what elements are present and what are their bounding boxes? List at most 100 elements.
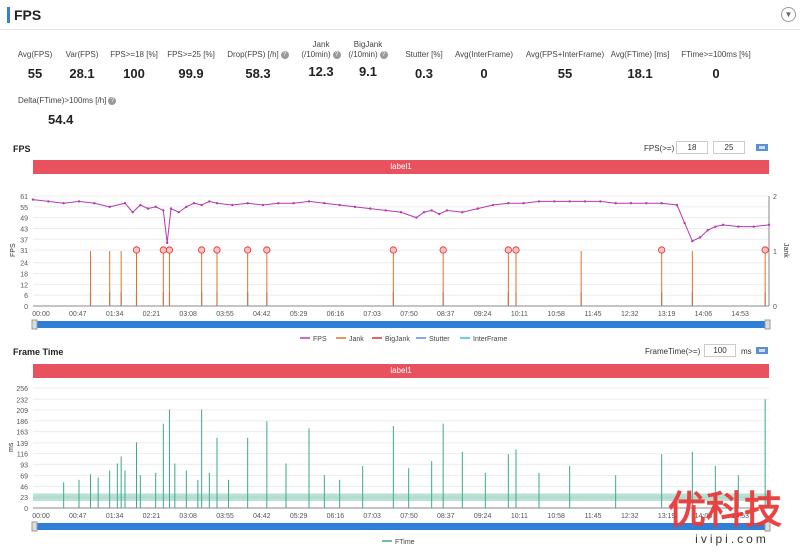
x-tick-label: 00:47: [69, 311, 87, 318]
help-icon[interactable]: ?: [108, 96, 117, 105]
metric-label: Avg(InterFrame): [454, 50, 514, 59]
fps-point: [146, 207, 150, 210]
metric-8: Avg(InterFrame) 0: [452, 50, 516, 81]
y-tick-label: 49: [20, 216, 28, 223]
fps-threshold-25-input[interactable]: 25: [713, 141, 745, 154]
fps-threshold-18-input[interactable]: 18: [676, 141, 708, 154]
frametime-zoom-handle-left: [31, 521, 38, 532]
x-tick-label: 05:29: [290, 311, 308, 318]
chevron-down-icon[interactable]: ▼: [781, 7, 796, 22]
fps-threshold-label: FPS(>=): [644, 144, 675, 153]
metric-value: 12.3: [308, 64, 334, 79]
fps-point: [177, 211, 180, 214]
x-tick-label: 08:37: [437, 311, 455, 318]
frametime-chart-options-icon[interactable]: [756, 347, 768, 354]
bigjank-point: [244, 246, 252, 254]
fps-point: [399, 211, 403, 214]
x-tick-label: 13:19: [658, 513, 676, 520]
x-tick-label: 02:21: [143, 513, 161, 520]
metric-5: Jank (/10min)? 12.3: [300, 40, 342, 79]
metric-label: FPS>=25 [%]: [167, 50, 215, 59]
x-tick-label: 00:00: [32, 311, 50, 318]
y2-tick-label: 1: [773, 249, 777, 256]
fps-point: [47, 200, 50, 203]
metric-value: 0: [712, 66, 720, 81]
fps-point: [108, 205, 111, 209]
watermark-logo: 优科技 ivipi.com: [668, 490, 796, 550]
x-tick-label: 10:11: [511, 311, 528, 318]
x-tick-label: 09:24: [474, 311, 492, 318]
y-tick-label: 256: [16, 386, 28, 393]
x-tick-label: 09:24: [474, 513, 492, 520]
fps-point: [277, 202, 280, 205]
metric-value: 0: [480, 66, 488, 81]
y-tick-label: 93: [20, 462, 28, 469]
metric-label: Avg(FPS+InterFrame): [525, 50, 605, 59]
fps-point: [323, 202, 326, 205]
fps-point: [599, 200, 602, 203]
watermark-url: ivipi.com: [695, 532, 769, 546]
fps-point: [537, 200, 541, 203]
bigjank-point: [198, 246, 206, 254]
frametime-threshold-input[interactable]: 100: [704, 344, 736, 357]
legend-label: BigJank: [385, 336, 410, 343]
x-tick-label: 06:16: [327, 311, 345, 318]
y-axis-label: ms: [8, 442, 15, 452]
x-tick-label: 03:55: [216, 513, 234, 520]
metric-value: 54.4: [48, 112, 74, 127]
frametime-threshold-label: FrameTime(>=): [645, 347, 701, 356]
fps-point: [154, 205, 157, 209]
metric-label: Stutter [%]: [405, 50, 443, 59]
x-tick-label: 00:47: [69, 513, 87, 520]
x-tick-label: 07:50: [400, 311, 418, 318]
bigjank-point: [165, 246, 174, 254]
y-tick-label: 139: [16, 441, 28, 448]
bigjank-point: [389, 246, 397, 254]
fps-point: [231, 203, 234, 207]
fps-point: [691, 239, 694, 243]
fps-point: [476, 207, 479, 210]
fps-zoom-slider: [33, 321, 769, 328]
fps-point: [131, 211, 134, 214]
x-tick-label: 05:29: [290, 513, 308, 520]
metric-value: 0.3: [414, 66, 434, 81]
metric-label: Avg(FPS): [17, 50, 53, 59]
x-tick-label: 03:08: [179, 513, 197, 520]
help-icon[interactable]: ?: [280, 50, 289, 59]
fps-point: [208, 200, 211, 203]
metric-value: 58.3: [245, 66, 271, 81]
metric-label: Avg(FTime) [ms]: [610, 50, 670, 59]
y-tick-label: 61: [20, 194, 28, 201]
metric-label-sub: (/10min)?: [348, 50, 388, 60]
x-tick-label: 06:16: [327, 513, 345, 520]
fps-chart-options-icon[interactable]: [756, 144, 768, 151]
x-tick-label: 07:50: [400, 513, 418, 520]
metric-label: Jank: [312, 40, 330, 49]
legend-item-stutter: Stutter: [416, 336, 450, 343]
help-icon[interactable]: ?: [379, 50, 388, 59]
fps-point: [292, 202, 295, 205]
y-tick-label: 232: [16, 397, 28, 404]
x-tick-label: 04:42: [253, 513, 271, 520]
fps-point: [415, 216, 418, 219]
legend-label: FTime: [395, 539, 415, 546]
metric-label: FTime>=100ms [%]: [681, 50, 751, 59]
y-tick-label: 116: [17, 452, 28, 459]
watermark-text: 优科技: [668, 490, 783, 532]
fps-point: [660, 202, 663, 205]
x-tick-label: 07:03: [363, 311, 381, 318]
metric-0: Avg(FPS) 55: [12, 50, 58, 81]
help-icon[interactable]: ?: [332, 50, 341, 59]
x-tick-label: 10:58: [547, 311, 565, 318]
x-tick-label: 07:03: [363, 513, 381, 520]
y-tick-label: 209: [16, 408, 28, 415]
fps-point: [553, 200, 556, 203]
metric-1: Var(FPS) 28.1: [64, 50, 100, 81]
fps-point: [706, 229, 709, 232]
y-tick-label: 186: [16, 419, 28, 426]
frametime-threshold-unit: ms: [741, 347, 752, 356]
fps-point: [192, 202, 196, 205]
y2-tick-label: 2: [773, 194, 777, 201]
fps-point: [93, 202, 96, 205]
y-tick-label: 12: [20, 282, 28, 289]
